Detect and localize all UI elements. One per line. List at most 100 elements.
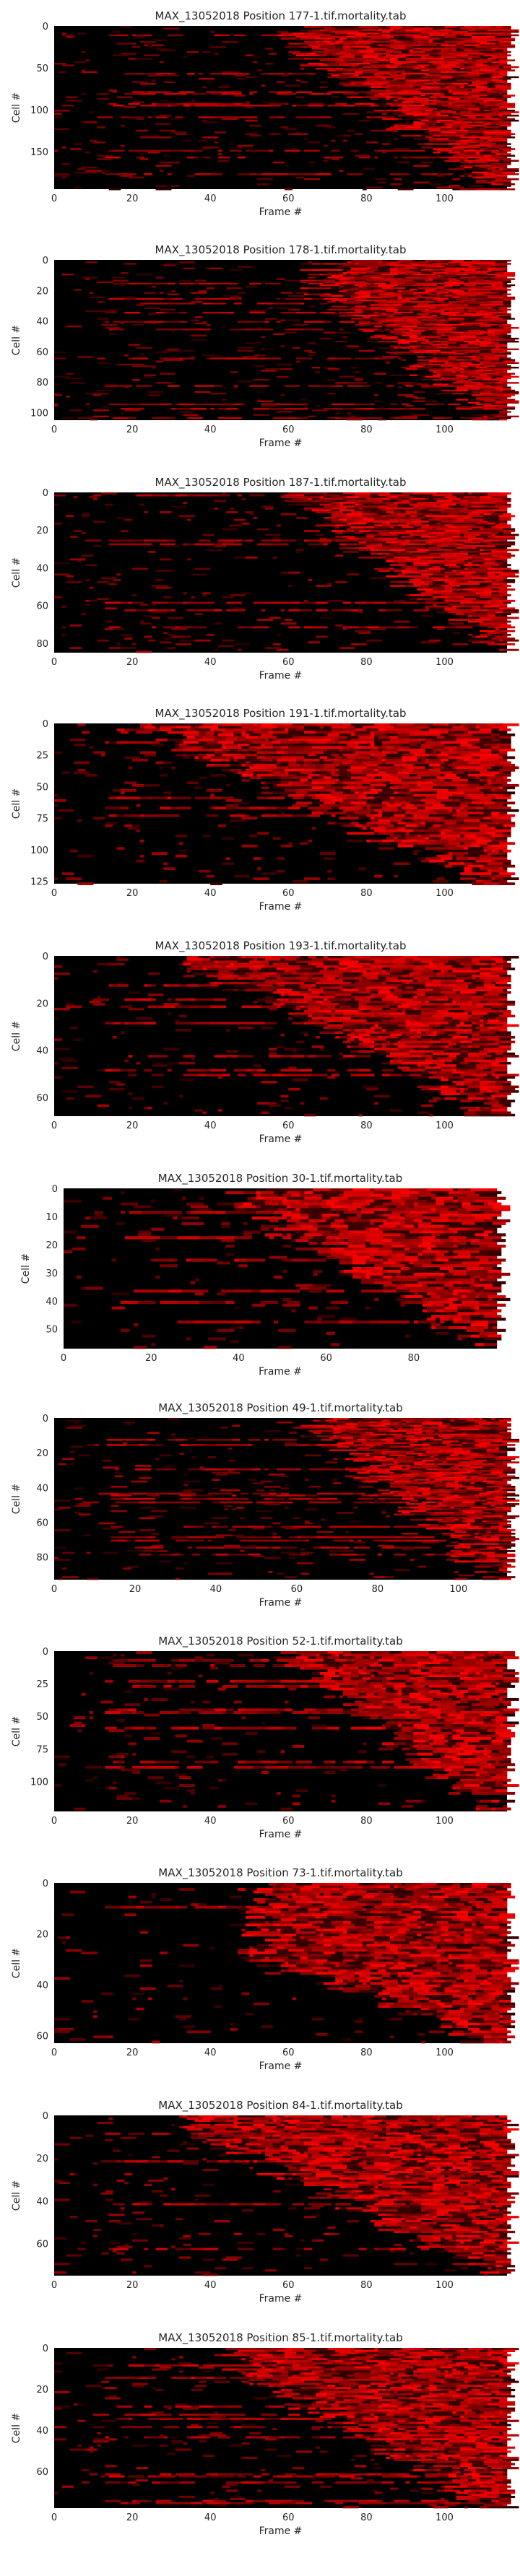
heatmap-cell bbox=[402, 311, 414, 314]
heatmap-cell bbox=[132, 357, 149, 360]
heatmap-cell bbox=[374, 536, 391, 538]
heatmap-cell bbox=[342, 536, 355, 538]
heatmap-cell bbox=[85, 392, 94, 395]
heatmap-cell bbox=[171, 635, 183, 638]
heatmap-cell bbox=[421, 308, 425, 311]
heatmap-cell bbox=[444, 26, 457, 28]
heatmap-cell bbox=[433, 27, 438, 30]
heatmap-cell bbox=[417, 323, 425, 326]
heatmap-cell bbox=[303, 507, 320, 510]
heatmap-cell bbox=[171, 185, 180, 187]
heatmap-cell bbox=[456, 588, 464, 591]
heatmap-cell bbox=[374, 521, 391, 523]
heatmap-cell bbox=[303, 321, 316, 323]
heatmap-cell bbox=[124, 638, 133, 640]
heatmap-cell bbox=[178, 403, 195, 406]
heatmap-cell bbox=[81, 92, 86, 95]
heatmap-cell bbox=[327, 599, 344, 602]
heatmap-cell bbox=[499, 133, 516, 135]
heatmap-cell bbox=[370, 403, 375, 406]
heatmap-cell bbox=[475, 547, 484, 549]
heatmap-cell bbox=[460, 136, 469, 139]
heatmap-cell bbox=[480, 114, 492, 117]
heatmap-cell bbox=[363, 531, 378, 534]
heatmap-cell bbox=[495, 278, 503, 280]
heatmap-cell bbox=[495, 511, 508, 514]
heatmap-cell bbox=[339, 723, 344, 726]
heatmap-cell bbox=[487, 344, 496, 346]
heatmap-cell bbox=[386, 56, 394, 58]
heatmap-cell bbox=[155, 360, 164, 362]
heatmap-cell bbox=[198, 385, 214, 387]
heatmap-cell bbox=[467, 537, 484, 540]
heatmap-cell bbox=[456, 380, 472, 383]
heatmap-cell bbox=[460, 521, 464, 523]
heatmap-cell bbox=[499, 573, 516, 576]
heatmap-cell bbox=[389, 494, 402, 497]
heatmap-cell bbox=[491, 565, 508, 568]
heatmap-cell bbox=[402, 67, 406, 70]
heatmap-cell bbox=[202, 403, 219, 406]
heatmap-cell bbox=[480, 53, 484, 55]
heatmap-cell bbox=[386, 496, 391, 499]
heatmap-cell bbox=[225, 104, 242, 107]
heatmap-cell bbox=[495, 622, 508, 625]
heatmap-cell bbox=[355, 308, 363, 311]
heatmap-cell bbox=[503, 409, 508, 412]
heatmap-cell bbox=[495, 502, 508, 504]
heatmap-cell bbox=[405, 74, 410, 77]
heatmap-cell bbox=[374, 149, 378, 152]
heatmap-cell bbox=[499, 84, 503, 87]
heatmap-cell bbox=[206, 81, 214, 84]
heatmap-cell bbox=[456, 584, 461, 587]
heatmap-cell bbox=[436, 299, 445, 302]
heatmap-cell bbox=[97, 116, 113, 118]
heatmap-cell bbox=[288, 408, 305, 410]
heatmap-cell bbox=[370, 64, 386, 66]
heatmap-cell bbox=[280, 513, 297, 515]
heatmap-cell bbox=[202, 354, 219, 357]
heatmap-cell bbox=[456, 502, 472, 504]
heatmap-cell bbox=[441, 79, 457, 82]
heatmap-cell bbox=[499, 373, 516, 375]
heatmap-cell bbox=[327, 308, 344, 311]
heatmap-cell bbox=[74, 186, 82, 189]
heatmap-cell bbox=[425, 507, 441, 510]
heatmap-cell bbox=[85, 564, 98, 567]
heatmap-cell bbox=[405, 87, 417, 90]
heatmap-cell bbox=[308, 103, 324, 105]
heatmap-cell bbox=[448, 352, 453, 355]
heatmap-cell bbox=[366, 601, 375, 604]
heatmap-cell bbox=[308, 415, 316, 418]
heatmap-cell bbox=[472, 171, 488, 174]
heatmap-cell bbox=[475, 592, 492, 595]
heatmap-cell bbox=[405, 77, 414, 80]
heatmap-cell bbox=[363, 71, 378, 74]
heatmap-cell bbox=[342, 139, 347, 142]
heatmap-cell bbox=[175, 161, 180, 164]
heatmap-cell bbox=[358, 39, 375, 42]
heatmap-cell bbox=[292, 347, 300, 349]
heatmap-cell bbox=[448, 728, 453, 731]
heatmap-cell bbox=[436, 403, 445, 406]
heatmap-cell bbox=[452, 285, 469, 288]
heatmap-cell bbox=[441, 56, 457, 58]
heatmap-cell bbox=[487, 271, 496, 274]
heatmap-cell bbox=[491, 144, 496, 147]
heatmap-cell bbox=[311, 367, 320, 369]
heatmap-cell bbox=[483, 121, 492, 123]
heatmap-cell bbox=[475, 151, 480, 154]
heatmap-cell bbox=[323, 62, 339, 65]
heatmap-cell bbox=[382, 567, 391, 570]
heatmap-cell bbox=[467, 285, 484, 288]
heatmap-cell bbox=[456, 577, 472, 580]
heatmap-cell bbox=[441, 287, 445, 290]
heatmap-cell bbox=[342, 44, 352, 47]
heatmap-cell bbox=[389, 81, 406, 84]
heatmap-cell bbox=[421, 77, 433, 80]
heatmap-cell bbox=[425, 541, 430, 544]
heatmap-cell bbox=[499, 160, 503, 162]
heatmap-cell bbox=[386, 609, 402, 612]
heatmap-cell bbox=[503, 386, 511, 388]
heatmap-cell bbox=[347, 305, 355, 308]
